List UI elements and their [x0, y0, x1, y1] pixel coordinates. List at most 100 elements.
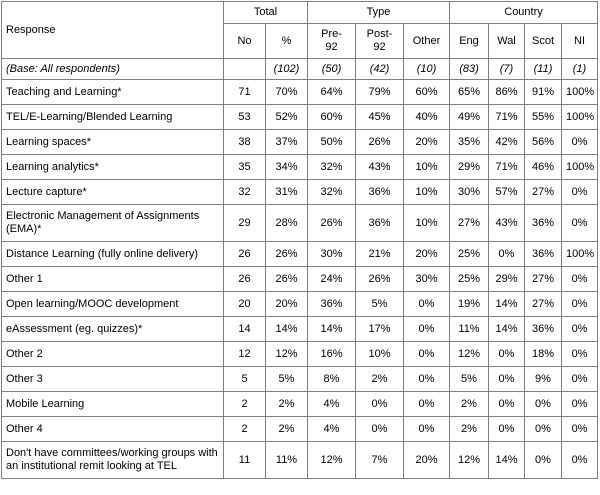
cell-value: 46% — [524, 154, 562, 180]
cell-value: 36% — [524, 241, 562, 267]
cell-value: 10% — [403, 179, 450, 205]
cell-value: 42% — [488, 129, 525, 155]
cell-value: 71% — [488, 154, 525, 180]
cell-value: 2% — [449, 391, 489, 417]
cell-value: 26% — [355, 266, 404, 292]
cell-value: 0% — [488, 241, 525, 267]
cell-value: 4% — [307, 391, 356, 417]
cell-value: 10% — [403, 154, 450, 180]
cell-value: 28% — [265, 204, 308, 242]
cell-value: 35 — [223, 154, 266, 180]
cell-value: 20% — [403, 129, 450, 155]
cell-value: 60% — [403, 79, 450, 105]
table-row: Mobile Learning 2 2% 4% 0% 0% 2% 0% 0% 0% — [1, 391, 599, 417]
table-row: eAssessment (eg. quizzes)* 14 14% 14% 17% 0% 1… — [1, 316, 599, 342]
cell-value: 36% — [355, 204, 404, 242]
column-header: Pre- 92 — [307, 23, 356, 59]
cell-value: (42) — [355, 58, 404, 80]
row-label: Lecture capture* — [1, 179, 224, 205]
cell-value: 36% — [307, 291, 356, 317]
table-row: Electronic Management of Assignments (EM… — [1, 204, 599, 242]
cell-value: 26% — [265, 266, 308, 292]
cell-value: 50% — [307, 129, 356, 155]
cell-value: 30% — [403, 266, 450, 292]
cell-value: 43% — [355, 154, 404, 180]
cell-value: 36% — [524, 204, 562, 242]
table-body: (Base: All respondents) (102) (50) (42) (10)… — [1, 58, 599, 479]
header-row-groups: Response Total Type Country — [1, 1, 599, 59]
table-row: Learning analytics* 35 34% 32% 43% 10% 29% 71% 4… — [1, 154, 599, 180]
cell-value: 0% — [403, 391, 450, 417]
cell-value: 0% — [403, 366, 450, 392]
cell-value: 14% — [307, 316, 356, 342]
row-label: Don't have committees/working groups wit… — [1, 441, 224, 479]
cell-value: (1) — [560, 58, 599, 80]
cell-value: 10% — [403, 204, 450, 242]
cell-value: 34% — [265, 154, 308, 180]
total-header: Total — [223, 1, 308, 24]
type-header: Type — [307, 1, 450, 24]
cell-value: 2% — [265, 391, 308, 417]
column-header: Post- 92 — [355, 23, 404, 59]
cell-value: 29 — [223, 204, 266, 242]
cell-value: 12 — [223, 341, 266, 367]
cell-value: (11) — [524, 58, 562, 80]
cell-value: 21% — [355, 241, 404, 267]
column-header: Wal — [488, 23, 525, 59]
cell-value: 9% — [524, 366, 562, 392]
cell-value: 0% — [403, 316, 450, 342]
cell-value: 0% — [488, 366, 525, 392]
cell-value: 11% — [449, 316, 489, 342]
table-row: Other 1 26 26% 24% 26% 30% 25% 29% 27% 0% — [1, 266, 599, 292]
cell-value: 0% — [560, 316, 599, 342]
row-label: (Base: All respondents) — [1, 58, 224, 80]
cell-value: 10% — [355, 341, 404, 367]
cell-value: 0% — [560, 416, 599, 442]
table-row: Learning spaces* 38 37% 50% 26% 20% 35% 42% 56% 0… — [1, 129, 599, 155]
cell-value: 14% — [488, 316, 525, 342]
cell-value: 14 — [223, 316, 266, 342]
cell-value: 8% — [307, 366, 356, 392]
cell-value: (10) — [403, 58, 450, 80]
cell-value: 20% — [403, 241, 450, 267]
cell-value: 0% — [355, 416, 404, 442]
cell-value: 71 — [223, 79, 266, 105]
cell-value: 27% — [449, 204, 489, 242]
row-label: Teaching and Learning* — [1, 79, 224, 105]
cell-value: 2% — [355, 366, 404, 392]
cell-value: 0% — [403, 291, 450, 317]
cell-value: 53 — [223, 104, 266, 130]
cell-value: 79% — [355, 79, 404, 105]
cell-value: 32% — [307, 179, 356, 205]
cell-value: 29% — [449, 154, 489, 180]
cell-value: 27% — [524, 291, 562, 317]
cell-value: 5% — [449, 366, 489, 392]
cell-value: 17% — [355, 316, 404, 342]
cell-value: 0% — [560, 204, 599, 242]
cell-value: 91% — [524, 79, 562, 105]
cell-value: 14% — [488, 291, 525, 317]
column-header: % — [265, 23, 308, 59]
cell-value: 12% — [307, 441, 356, 479]
row-label: Mobile Learning — [1, 391, 224, 417]
cell-value: 36% — [524, 316, 562, 342]
cell-value: 20 — [223, 291, 266, 317]
cell-value: 0% — [560, 291, 599, 317]
cell-value: 100% — [560, 241, 599, 267]
cell-value: 40% — [403, 104, 450, 130]
row-label: Other 2 — [1, 341, 224, 367]
response-header: Response — [1, 1, 224, 59]
cell-value: 26 — [223, 266, 266, 292]
cell-value: (102) — [265, 58, 308, 80]
row-label: Other 3 — [1, 366, 224, 392]
cell-value: 71% — [488, 104, 525, 130]
cell-value: 45% — [355, 104, 404, 130]
cell-value: 49% — [449, 104, 489, 130]
cell-value: 26 — [223, 241, 266, 267]
row-label: TEL/E-Learning/Blended Learning — [1, 104, 224, 130]
column-header: Other — [403, 23, 450, 59]
cell-value: 0% — [560, 179, 599, 205]
cell-value: 0% — [560, 341, 599, 367]
cell-value: 27% — [524, 179, 562, 205]
cell-value: 0% — [560, 391, 599, 417]
